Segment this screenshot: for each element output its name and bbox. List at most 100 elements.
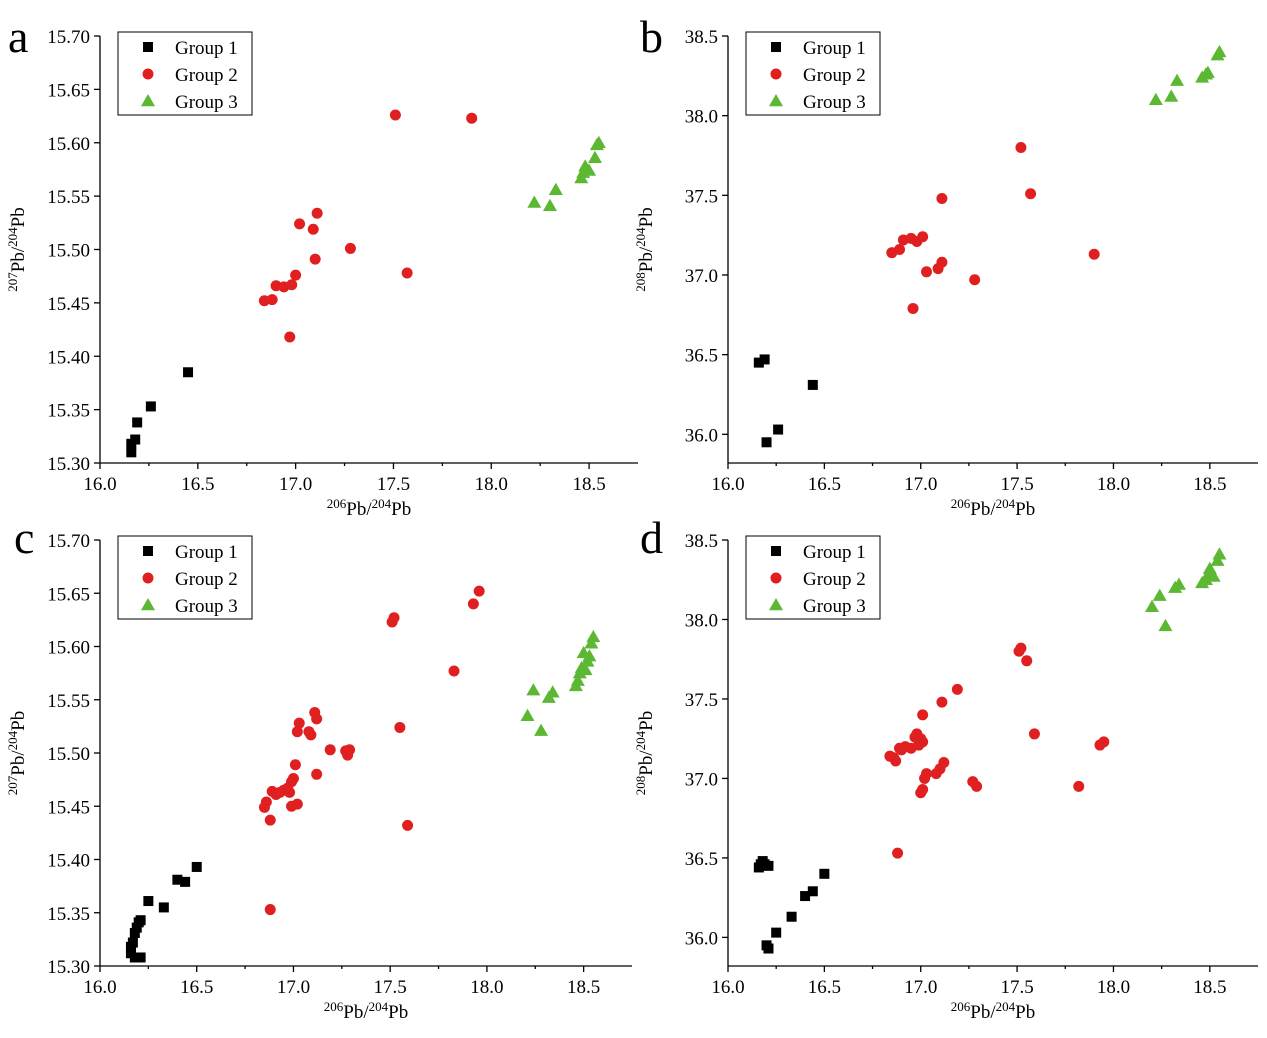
data-point	[158, 902, 169, 913]
data-point	[293, 717, 305, 729]
data-point	[591, 135, 606, 148]
x-tick-label: 17.5	[377, 474, 410, 495]
data-point	[344, 242, 356, 254]
data-point	[578, 662, 593, 676]
legend: Group 1 Group 2 Group 3	[745, 535, 881, 620]
data-point	[526, 683, 541, 696]
data-point	[183, 367, 194, 378]
y-tick-label: 15.50	[47, 744, 90, 765]
y-tick-label: 15.35	[47, 904, 90, 925]
data-point	[467, 598, 479, 610]
x-tick-label: 17.0	[904, 977, 937, 998]
data-point	[311, 713, 323, 725]
x-axis-title: 206Pb/204Pb	[324, 999, 408, 1023]
data-point	[448, 665, 460, 677]
panel-letter: a	[8, 11, 28, 62]
data-point	[907, 302, 919, 314]
x-tick-label: 18.0	[1097, 977, 1130, 998]
data-point	[344, 744, 356, 756]
legend-marker	[142, 572, 154, 584]
data-point	[1088, 248, 1100, 260]
legend-marker	[143, 42, 153, 52]
y-tick-label: 37.0	[685, 266, 718, 287]
data-point	[127, 937, 138, 948]
data-point	[761, 437, 772, 448]
data-point	[753, 357, 764, 368]
legend-label: Group 1	[803, 542, 866, 563]
x-tick-label: 18.0	[1097, 474, 1130, 495]
data-point	[1025, 188, 1037, 200]
data-point	[143, 896, 154, 907]
y-tick-label: 36.0	[685, 425, 718, 446]
data-point	[284, 331, 296, 343]
y-tick-label: 15.30	[47, 957, 90, 978]
legend-box	[117, 31, 253, 116]
data-point	[1210, 553, 1225, 566]
x-tick-label: 16.5	[180, 977, 213, 998]
data-point	[921, 768, 933, 780]
data-point	[388, 612, 400, 624]
data-point	[473, 585, 485, 597]
data-point	[917, 231, 929, 243]
x-tick-label: 17.5	[1000, 977, 1033, 998]
legend-label: Group 2	[175, 569, 238, 590]
legend-marker	[769, 94, 783, 107]
legend-label: Group 3	[175, 596, 238, 617]
legend-box	[745, 535, 881, 620]
series-group-1	[125, 861, 202, 963]
data-point	[819, 868, 830, 879]
data-point	[172, 874, 183, 885]
data-point	[892, 847, 904, 859]
data-point	[1200, 65, 1215, 78]
data-point	[936, 193, 948, 205]
data-point	[548, 182, 563, 195]
x-tick-label: 18.5	[1193, 474, 1226, 495]
data-point	[1212, 547, 1227, 560]
data-point	[763, 860, 774, 871]
data-point	[1152, 588, 1167, 601]
data-point	[264, 904, 276, 916]
legend-marker	[769, 598, 783, 611]
legend-box	[117, 535, 253, 620]
y-tick-label: 15.65	[47, 80, 90, 101]
legend: Group 1 Group 2 Group 3	[745, 31, 881, 116]
x-axis-title: 206Pb/204Pb	[951, 496, 1035, 520]
data-point	[921, 266, 933, 278]
data-point	[938, 757, 950, 769]
data-point	[131, 922, 142, 933]
legend-marker	[142, 68, 154, 80]
data-point	[807, 379, 818, 390]
data-point	[936, 696, 948, 708]
data-point	[534, 723, 549, 736]
data-point	[759, 354, 770, 365]
y-tick-label: 36.5	[685, 346, 718, 367]
y-tick-label: 38.0	[685, 610, 718, 631]
data-point	[527, 195, 542, 208]
data-point	[135, 952, 146, 963]
data-point	[1145, 599, 1159, 613]
data-point	[582, 649, 597, 662]
legend-label: Group 2	[803, 569, 866, 590]
y-tick-label: 36.5	[685, 849, 718, 870]
data-point	[291, 798, 303, 810]
data-point	[1148, 92, 1163, 105]
y-tick-label: 15.45	[47, 797, 90, 818]
y-tick-label: 15.60	[47, 134, 90, 155]
series-group-1	[753, 856, 830, 954]
data-point	[129, 952, 140, 963]
data-point	[264, 814, 276, 826]
data-point	[290, 269, 302, 281]
data-point	[291, 726, 303, 738]
y-tick-label: 15.55	[47, 691, 90, 712]
data-point	[763, 943, 774, 954]
legend: Group 1 Group 2 Group 3	[117, 535, 253, 620]
data-point	[286, 279, 298, 291]
panel-a: 16.0 16.5 17.0 17.5 18.0 18.5 15.30 15.35 15.40 1…	[5, 11, 638, 520]
data-point	[294, 218, 306, 230]
data-point	[1015, 642, 1027, 654]
data-point	[586, 629, 601, 643]
legend-label: Group 1	[175, 38, 238, 59]
data-point	[545, 685, 560, 698]
series-group-3	[520, 629, 601, 736]
